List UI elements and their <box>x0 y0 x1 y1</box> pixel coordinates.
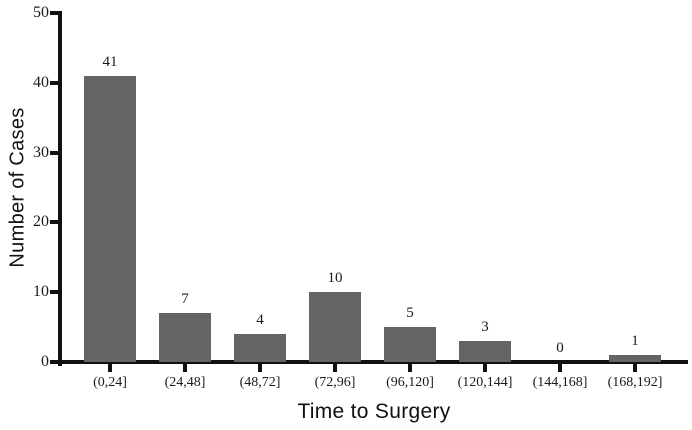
bar-value-label: 3 <box>481 319 489 336</box>
y-tick-label: 0 <box>41 353 49 370</box>
y-axis-tick <box>50 220 58 225</box>
y-axis-tick <box>50 80 58 85</box>
y-axis-tick <box>50 290 58 295</box>
bar <box>84 75 136 362</box>
y-axis-tick <box>50 11 58 15</box>
x-tick-label: (96,120] <box>386 375 434 390</box>
x-axis-tick <box>258 364 262 372</box>
x-tick-label: (144,168] <box>532 375 588 390</box>
x-tick-label: (0,24] <box>93 375 127 390</box>
y-tick-label: 10 <box>33 283 49 301</box>
y-axis-tick <box>50 360 58 364</box>
bar-value-label: 1 <box>631 333 639 350</box>
y-axis-tick <box>50 150 58 155</box>
x-axis-tick <box>408 364 412 372</box>
x-axis-tick <box>633 364 637 372</box>
bar <box>234 334 286 362</box>
y-axis-title: Number of Cases <box>6 107 29 268</box>
y-tick-label: 20 <box>33 213 49 231</box>
x-axis-title: Time to Surgery <box>297 400 451 423</box>
bar <box>159 313 211 362</box>
x-tick-label: (72,96] <box>314 375 356 390</box>
bar-value-label: 0 <box>556 340 564 356</box>
y-tick-label: 50 <box>33 4 49 21</box>
bar-value-label: 10 <box>327 270 343 287</box>
x-axis-tick <box>483 364 487 372</box>
bar <box>609 355 661 362</box>
x-tick-label: (168,192] <box>607 375 663 390</box>
bar-value-label: 4 <box>256 312 264 329</box>
y-tick-label: 40 <box>33 73 49 91</box>
x-tick-label: (24,48] <box>164 375 206 390</box>
x-axis-line <box>56 360 688 364</box>
x-axis-tick <box>108 364 112 372</box>
x-axis-tick <box>558 364 562 372</box>
bar <box>384 327 436 362</box>
y-axis-line <box>58 11 62 366</box>
x-tick-label: (48,72] <box>239 375 281 390</box>
bar <box>459 341 511 362</box>
x-tick-label: (120,144] <box>457 375 513 390</box>
y-tick-label: 30 <box>33 143 49 161</box>
x-axis-tick <box>183 364 187 372</box>
bar-value-label: 7 <box>181 291 189 308</box>
bar-value-label: 5 <box>406 305 414 322</box>
x-axis-tick <box>333 364 337 372</box>
bar-value-label: 41 <box>102 53 118 70</box>
bar <box>309 292 361 362</box>
